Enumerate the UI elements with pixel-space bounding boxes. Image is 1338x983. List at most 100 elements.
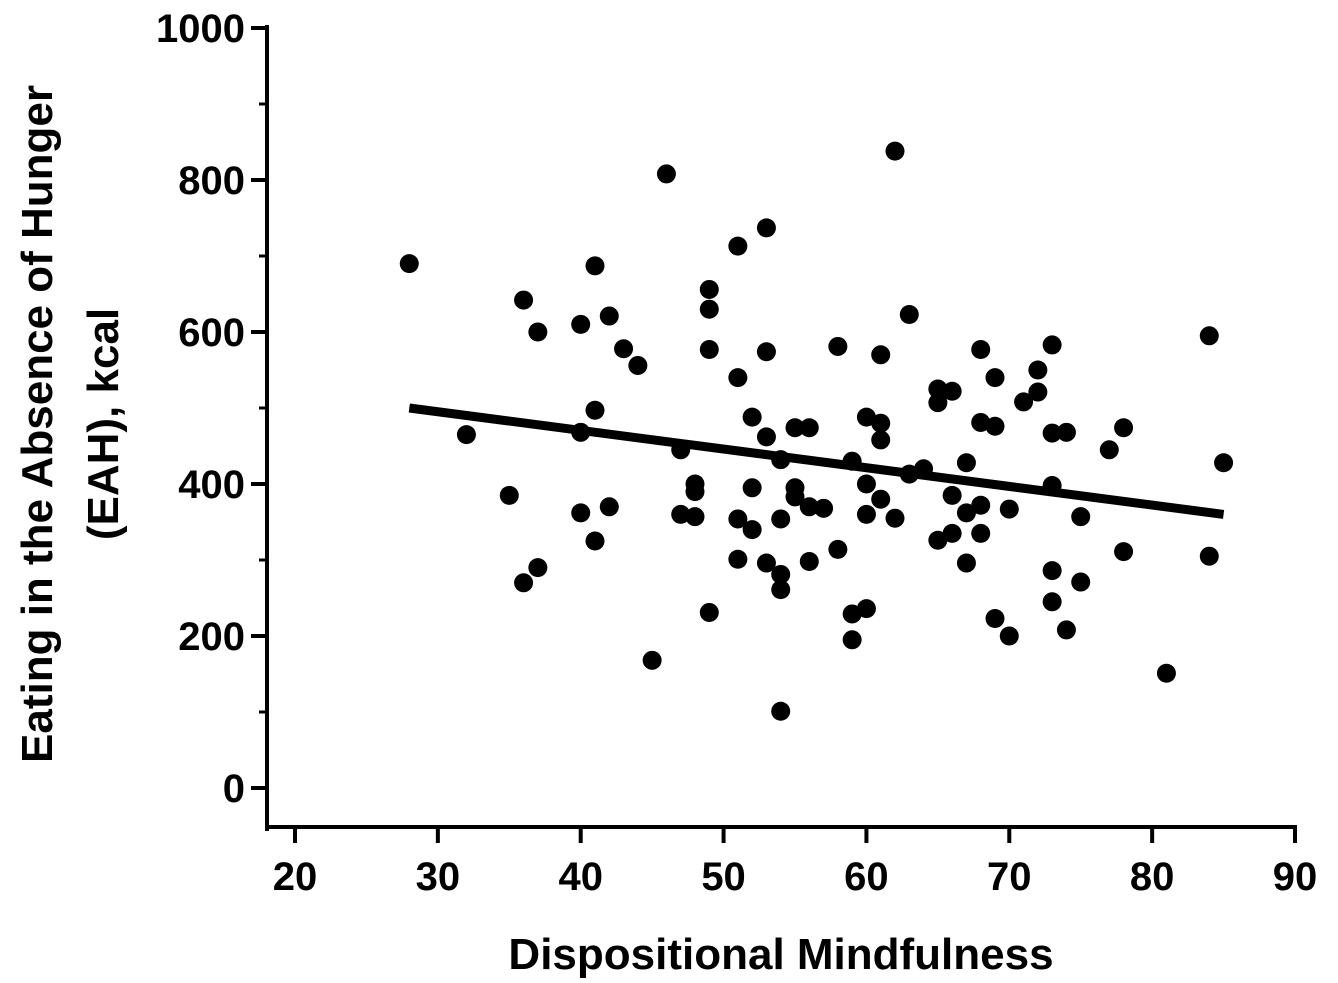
scatter-point (985, 416, 1005, 436)
scatter-point (685, 482, 705, 502)
scatter-point (999, 626, 1019, 646)
scatter-point (756, 342, 776, 362)
scatter-point (942, 485, 962, 505)
scatter-point (585, 256, 605, 276)
scatter-point (1199, 546, 1219, 566)
scatter-point (571, 314, 591, 334)
scatter-point (971, 495, 991, 515)
y-tick-label: 200 (178, 615, 245, 659)
scatter-point (1056, 620, 1076, 640)
scatter-point (828, 336, 848, 356)
regression-line-group (408, 403, 1225, 519)
scatter-point (799, 552, 819, 572)
scatter-point (914, 459, 934, 479)
scatter-point (842, 604, 862, 624)
scatter-point (499, 485, 519, 505)
scatter-point (699, 279, 719, 299)
scatter-point (1028, 382, 1048, 402)
scatter-point (642, 650, 662, 670)
scatter-point (785, 418, 805, 438)
scatter-point (1214, 453, 1234, 473)
scatter-point (771, 701, 791, 721)
scatter-point (1042, 335, 1062, 355)
scatter-point (928, 530, 948, 550)
scatter-point (685, 507, 705, 527)
y-tick-label: 600 (178, 311, 245, 355)
scatter-point (871, 430, 891, 450)
scatter-point (771, 564, 791, 584)
scatter-point (956, 553, 976, 573)
scatter-point (785, 487, 805, 507)
regression-line (408, 403, 1225, 519)
x-tick-label: 60 (844, 855, 889, 899)
scatter-point (928, 393, 948, 413)
scatter-point (671, 440, 691, 460)
scatter-point (971, 523, 991, 543)
y-axis-title-line-1: Eating in the Absence of Hunger (13, 85, 62, 763)
axes: 0 200 400 600 800 1000 20 30 40 50 60 70 80 90 (156, 7, 1317, 899)
x-axis-title: Dispositional Mindfulness (508, 930, 1053, 979)
scatter-point (699, 602, 719, 622)
y-tick-label: 0 (223, 767, 245, 811)
scatter-point (771, 509, 791, 529)
scatter-point (1014, 392, 1034, 412)
scatter-point (514, 573, 534, 593)
scatter-point (856, 504, 876, 524)
scatter-point (799, 418, 819, 438)
scatter-point (571, 422, 591, 442)
scatter-point (985, 368, 1005, 388)
x-tick-label: 70 (987, 855, 1032, 899)
scatter-point (771, 580, 791, 600)
scatter-points (399, 141, 1234, 721)
scatter-point (871, 489, 891, 509)
scatter-point (742, 478, 762, 498)
scatter-point (856, 407, 876, 427)
scatter-point (871, 413, 891, 433)
scatter-point (1071, 572, 1091, 592)
x-tick-label: 40 (558, 855, 603, 899)
scatter-point (1114, 418, 1134, 438)
scatter-point (971, 412, 991, 432)
y-tick-label: 400 (178, 463, 245, 507)
scatter-point (899, 464, 919, 484)
scatter-point (699, 299, 719, 319)
x-tick-label: 80 (1130, 855, 1175, 899)
scatter-point (956, 453, 976, 473)
scatter-point (671, 504, 691, 524)
scatter-point (814, 498, 834, 518)
scatter-point (742, 520, 762, 540)
scatter-point (856, 474, 876, 494)
scatter-point (1056, 422, 1076, 442)
scatter-point (571, 503, 591, 523)
scatter-point (728, 236, 748, 256)
scatter-point (842, 451, 862, 471)
x-tick-label: 50 (701, 855, 746, 899)
scatter-point (699, 339, 719, 359)
scatter-point (1042, 561, 1062, 581)
x-tick-label: 30 (416, 855, 461, 899)
scatter-point (899, 305, 919, 325)
scatter-point (656, 164, 676, 184)
scatter-point (528, 322, 548, 342)
scatter-point (1042, 592, 1062, 612)
scatter-point (1114, 542, 1134, 562)
scatter-point (1099, 440, 1119, 460)
scatter-point (1071, 507, 1091, 527)
scatter-point (599, 306, 619, 326)
scatter-point (456, 425, 476, 445)
scatter-point (756, 427, 776, 447)
scatter-point (599, 497, 619, 517)
scatter-point (871, 345, 891, 365)
scatter-point (514, 290, 534, 310)
scatter-point (828, 539, 848, 559)
y-axis-title: Eating in the Absence of Hunger (EAH), k… (13, 85, 128, 763)
scatter-point (585, 531, 605, 551)
scatter-point (585, 400, 605, 420)
y-axis-title-line-2: (EAH), kcal (79, 308, 128, 540)
scatter-point (1199, 326, 1219, 346)
scatter-point (728, 509, 748, 529)
scatter-point (942, 523, 962, 543)
scatter-point (1156, 663, 1176, 683)
scatter-point (1042, 476, 1062, 496)
